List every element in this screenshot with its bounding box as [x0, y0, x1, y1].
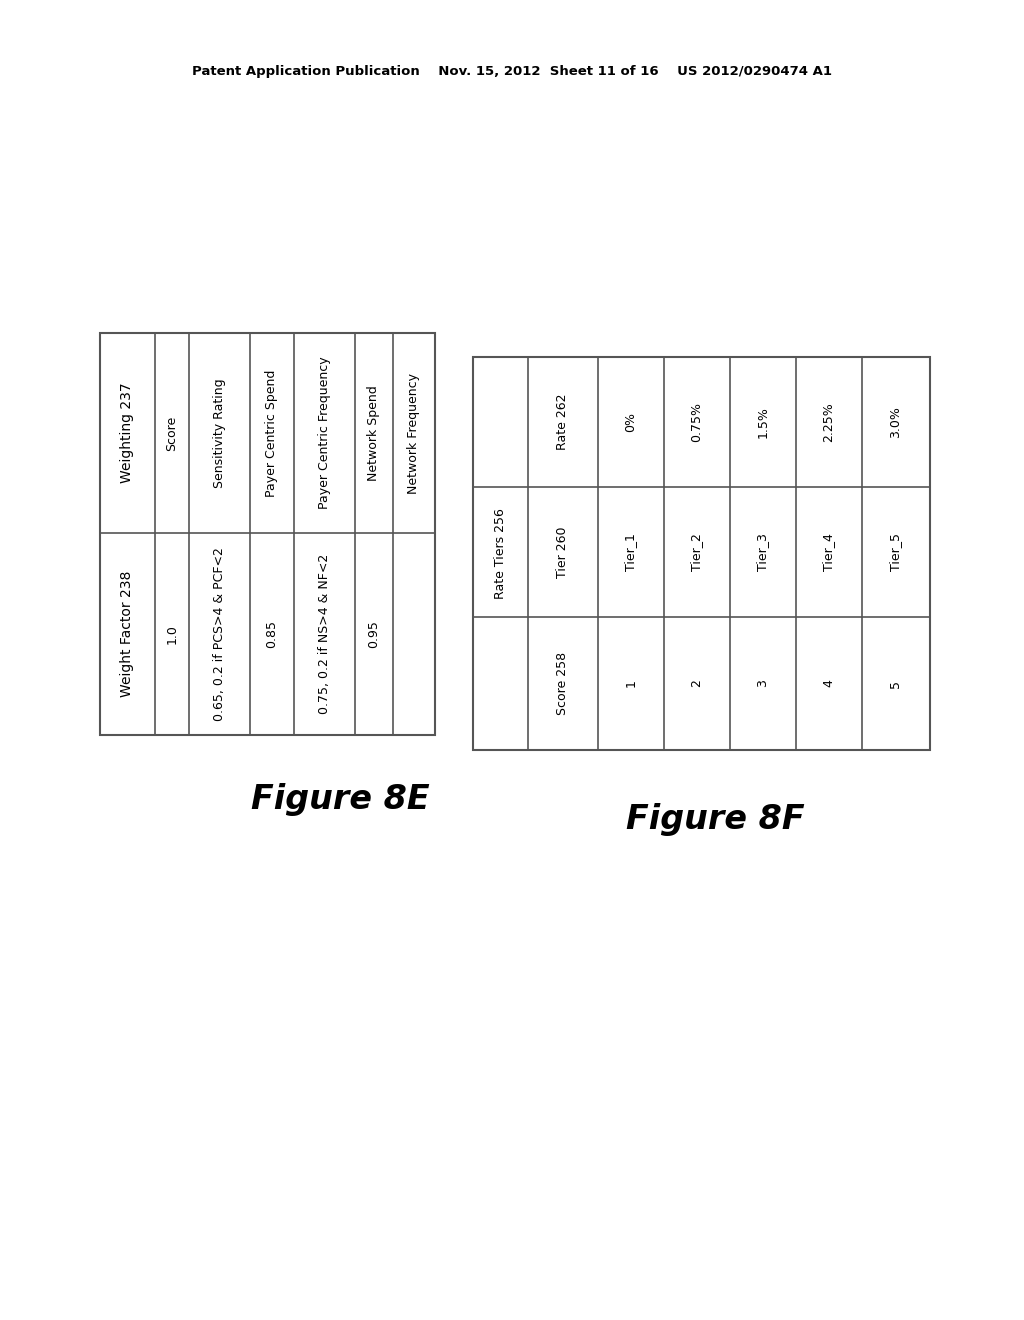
- Text: 0.95: 0.95: [368, 620, 380, 648]
- Text: 0.65, 0.2 if PCS>4 & PCF<2: 0.65, 0.2 if PCS>4 & PCF<2: [213, 546, 225, 721]
- Text: Tier_1: Tier_1: [625, 533, 638, 572]
- Text: 1.0: 1.0: [166, 624, 178, 644]
- Text: Patent Application Publication    Nov. 15, 2012  Sheet 11 of 16    US 2012/02904: Patent Application Publication Nov. 15, …: [193, 66, 831, 78]
- Text: Tier_3: Tier_3: [757, 533, 769, 572]
- Text: Figure 8F: Figure 8F: [626, 804, 804, 837]
- Text: 4: 4: [822, 680, 836, 688]
- Bar: [100, 333, 435, 735]
- Text: Tier 260: Tier 260: [556, 527, 569, 578]
- Text: Tier_2: Tier_2: [690, 533, 703, 572]
- Text: Score 258: Score 258: [556, 652, 569, 715]
- Text: 0.75%: 0.75%: [690, 403, 703, 442]
- Text: Score: Score: [166, 416, 178, 450]
- Text: 0%: 0%: [625, 412, 638, 432]
- Text: 3: 3: [757, 680, 769, 688]
- Text: Figure 8E: Figure 8E: [251, 784, 429, 817]
- Text: Payer Centric Spend: Payer Centric Spend: [265, 370, 279, 496]
- Text: Sensitivity Rating: Sensitivity Rating: [213, 379, 225, 488]
- Text: Network Frequency: Network Frequency: [408, 372, 420, 494]
- Text: Weighting 237: Weighting 237: [121, 383, 134, 483]
- Bar: [473, 356, 930, 750]
- Text: Weight Factor 238: Weight Factor 238: [121, 570, 134, 697]
- Text: 5: 5: [890, 680, 902, 688]
- Text: Tier_5: Tier_5: [890, 533, 902, 572]
- Text: 1.5%: 1.5%: [757, 407, 769, 438]
- Text: Rate Tiers 256: Rate Tiers 256: [494, 508, 507, 599]
- Text: 1: 1: [625, 680, 638, 688]
- Text: Tier_4: Tier_4: [822, 533, 836, 572]
- Text: Rate 262: Rate 262: [556, 393, 569, 450]
- Text: 3.0%: 3.0%: [890, 407, 902, 438]
- Text: 0.75, 0.2 if NS>4 & NF<2: 0.75, 0.2 if NS>4 & NF<2: [317, 554, 331, 714]
- Text: 2.25%: 2.25%: [822, 403, 836, 442]
- Text: Payer Centric Frequency: Payer Centric Frequency: [317, 356, 331, 510]
- Text: 0.85: 0.85: [265, 620, 279, 648]
- Text: 2: 2: [690, 680, 703, 688]
- Text: Network Spend: Network Spend: [368, 385, 380, 480]
